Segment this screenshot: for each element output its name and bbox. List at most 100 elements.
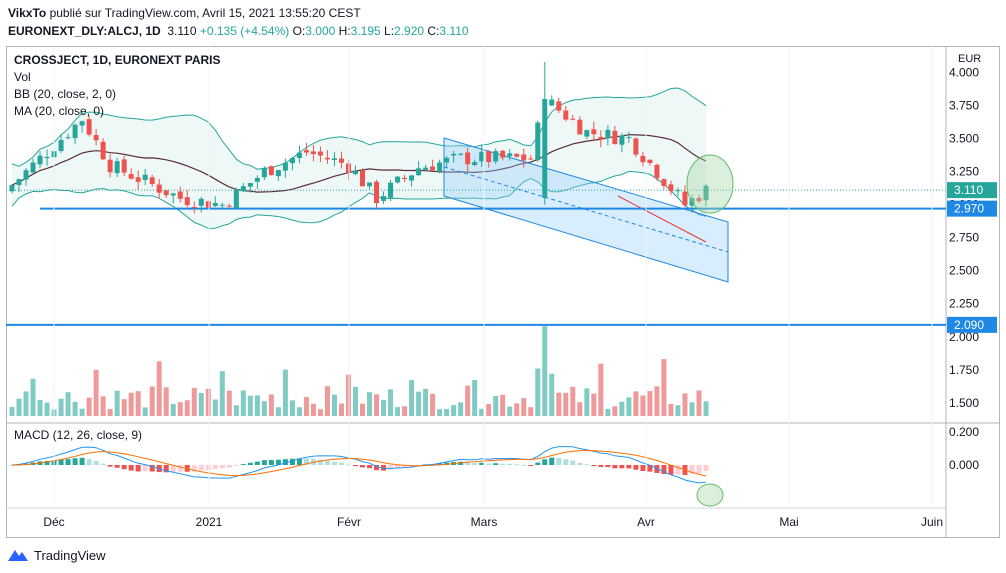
- publication-line: VikxTo publié sur TradingView.com, Avril…: [8, 6, 361, 20]
- bollinger-upper-band: [11, 87, 707, 170]
- publication-info: publié sur TradingView.com, Avril 15, 20…: [46, 6, 361, 20]
- candle-body: [128, 174, 134, 179]
- volume-bar: [212, 399, 218, 416]
- symbol-name: EURONEXT_DLY:ALCJ, 1D: [8, 24, 161, 38]
- volume-bar: [331, 394, 337, 416]
- volume-bar: [472, 380, 478, 416]
- macd-histogram-bar: [514, 464, 520, 466]
- volume-bar: [296, 407, 302, 416]
- candle-body: [254, 177, 260, 182]
- volume-bar: [437, 409, 443, 416]
- volume-bar: [556, 392, 562, 416]
- volume-bar: [352, 386, 358, 416]
- macd-histogram-bar: [114, 465, 120, 468]
- candle-body: [542, 99, 548, 199]
- price-chart[interactable]: Déc 2021 Févr Mars Avr Mai Juin 4.000 3.750 3.500…: [6, 46, 1000, 538]
- level-price-label: 2.090: [954, 318, 984, 332]
- candle-body: [682, 191, 688, 206]
- macd-histogram-bar: [177, 465, 183, 472]
- x-tick-label: Avr: [637, 515, 655, 529]
- macd-histogram-bar: [472, 463, 478, 465]
- macd-histogram-bar: [640, 465, 646, 472]
- volume-bar: [37, 399, 43, 416]
- volume-bar: [493, 395, 499, 416]
- volume-bar: [367, 392, 373, 416]
- volume-bar: [79, 408, 85, 416]
- level-price-tag: [947, 316, 997, 333]
- volume-bar: [142, 407, 148, 416]
- volume-bar: [317, 409, 323, 416]
- author-name[interactable]: VikxTo: [8, 6, 47, 20]
- volume-bar: [205, 388, 211, 416]
- volume-bar: [275, 407, 281, 416]
- volume-bar: [303, 397, 309, 416]
- candle-body: [584, 130, 590, 137]
- volume-bar: [577, 402, 583, 416]
- macd-histogram-bar: [388, 465, 394, 470]
- macd-histogram-bar: [689, 465, 695, 475]
- candle-body: [142, 174, 148, 180]
- red-trendline: [617, 195, 707, 243]
- macd-signal-line: [11, 449, 707, 477]
- macd-histogram-bar: [191, 465, 197, 472]
- macd-histogram-bar: [458, 461, 464, 465]
- macd-histogram-bar: [633, 465, 639, 470]
- volume-bar: [570, 386, 576, 416]
- candle-body: [37, 155, 43, 165]
- candle-body: [79, 121, 85, 126]
- x-tick-label: Févr: [337, 515, 361, 529]
- volume-bar: [114, 390, 120, 416]
- macd-histogram-bar: [128, 465, 134, 471]
- close-label: C:: [427, 24, 440, 38]
- y-tick-label: 3.250: [949, 165, 979, 179]
- macd-histogram-bar: [324, 460, 330, 465]
- volume-bar: [86, 397, 92, 416]
- macd-histogram-bar: [282, 459, 288, 465]
- last-price-tag-label: 3.110: [954, 183, 983, 197]
- candle-body: [409, 175, 415, 181]
- chart-frame: [6, 46, 1000, 538]
- volume-bar: [500, 394, 506, 416]
- volume-bar: [479, 408, 485, 416]
- macd-histogram-bar: [79, 457, 85, 465]
- candle-body: [184, 197, 190, 206]
- candle-body: [668, 184, 674, 192]
- candle-body: [212, 202, 218, 206]
- macd-histogram-bar: [170, 465, 176, 472]
- volume-bar: [626, 397, 632, 416]
- volume-bar: [647, 391, 653, 416]
- candle-body: [451, 153, 457, 156]
- volume-bar: [682, 393, 688, 416]
- candle-body: [633, 138, 639, 155]
- y-tick-label: 2.000: [949, 330, 979, 344]
- macd-histogram-bar: [479, 462, 485, 465]
- macd-histogram-bar: [338, 462, 344, 465]
- macd-histogram-bar: [591, 465, 597, 466]
- macd-histogram-bar: [437, 463, 443, 465]
- macd-histogram-bar: [163, 465, 169, 473]
- macd-histogram-bar: [247, 462, 253, 465]
- volume-bar: [703, 401, 709, 416]
- volume-bar: [423, 388, 429, 416]
- volume-bar: [240, 390, 246, 416]
- candle-body: [205, 201, 211, 208]
- candle-body: [486, 151, 492, 162]
- candle-body: [514, 153, 520, 157]
- currency-label: EUR: [958, 53, 981, 65]
- tradingview-logo-icon: [8, 550, 28, 561]
- volume-bar: [430, 393, 436, 416]
- volume-bar: [338, 403, 344, 416]
- candle-body: [191, 206, 197, 208]
- volume-bar: [233, 405, 239, 416]
- y-tick-label: 2.500: [949, 264, 979, 278]
- volume-bar: [542, 326, 548, 416]
- macd-histogram-bar: [93, 460, 99, 465]
- volume-bar: [549, 373, 555, 416]
- candle-body: [100, 141, 106, 160]
- macd-histogram-bar: [275, 459, 281, 465]
- candle-body: [275, 170, 281, 177]
- brand-name[interactable]: TradingView: [34, 547, 106, 563]
- candle-body: [388, 182, 394, 198]
- volume-bar: [289, 400, 295, 416]
- volume-bar: [149, 386, 155, 416]
